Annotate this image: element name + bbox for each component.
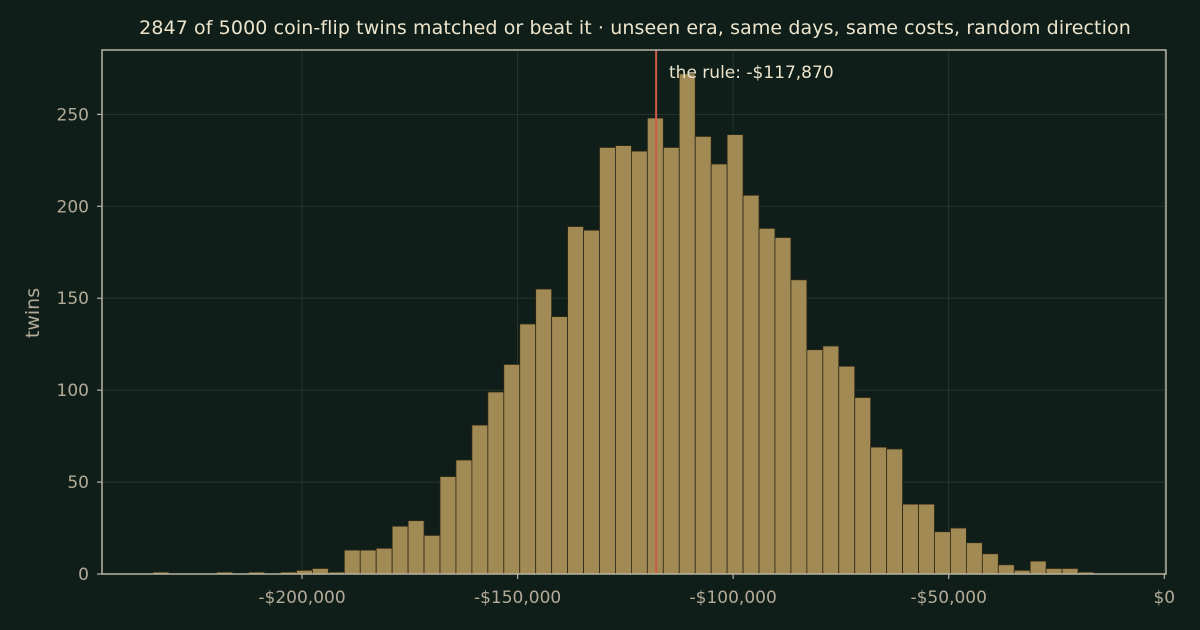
x-tick-label: -$150,000 <box>474 588 561 608</box>
y-axis-label: twins <box>22 287 44 339</box>
histogram-bar <box>407 520 425 575</box>
y-tick-label: 100 <box>57 381 89 401</box>
y-tick-label: 200 <box>57 197 89 217</box>
histogram-bar <box>678 73 696 575</box>
histogram-bar <box>902 503 919 575</box>
histogram-bar <box>981 553 999 575</box>
histogram-bar <box>694 136 712 575</box>
histogram-bar <box>519 323 537 575</box>
histogram-bar <box>710 163 728 575</box>
histogram-bar <box>343 549 361 575</box>
histogram-bar <box>838 365 856 575</box>
histogram-bar <box>471 424 489 575</box>
histogram-bar <box>455 459 473 575</box>
axes-frame <box>101 49 1167 575</box>
histogram-bar <box>758 227 776 575</box>
y-tick-label: 250 <box>57 105 89 125</box>
y-tick-label: 50 <box>67 473 89 493</box>
histogram-bar <box>599 147 616 575</box>
histogram-bar <box>1045 568 1063 575</box>
histogram-bar <box>551 316 569 575</box>
histogram-bar <box>662 147 680 575</box>
histogram-bar <box>391 525 409 575</box>
chart-title: 2847 of 5000 coin-flip twins matched or … <box>139 17 1131 39</box>
histogram-bar <box>375 547 393 575</box>
x-tick-label: -$100,000 <box>690 588 777 608</box>
histogram-bar <box>822 345 840 575</box>
histogram-bar <box>997 564 1015 575</box>
x-tick-label: -$50,000 <box>910 588 986 608</box>
histogram-bar <box>965 542 983 575</box>
histogram-bar <box>423 534 441 575</box>
histogram-bar <box>950 527 967 575</box>
histogram-bar <box>886 448 903 575</box>
histogram-bar <box>870 446 888 575</box>
histogram-bar <box>631 150 648 575</box>
histogram-bar <box>567 226 584 575</box>
histogram-bar <box>503 363 521 575</box>
histogram-bar <box>918 503 935 575</box>
y-tick-label: 0 <box>78 565 89 585</box>
x-tick-label: $0 <box>1153 588 1175 608</box>
histogram-bar <box>806 349 824 575</box>
y-tick-label: 150 <box>57 289 89 309</box>
x-tick-label: -$200,000 <box>258 588 345 608</box>
histogram-bar <box>615 145 632 575</box>
histogram-bar <box>359 549 377 575</box>
histogram-bar <box>854 397 872 575</box>
histogram-bar <box>774 237 792 575</box>
histogram-bar <box>583 229 600 575</box>
histogram-bar <box>934 531 951 575</box>
histogram-bar <box>439 476 457 575</box>
histogram-bar <box>487 391 505 575</box>
histogram-bar <box>1061 568 1079 575</box>
histogram-bar <box>535 288 553 575</box>
rule-annotation: the rule: -$117,870 <box>669 63 834 83</box>
histogram-bar <box>742 194 760 575</box>
histogram-bar <box>726 134 744 575</box>
histogram-bar <box>790 279 808 575</box>
histogram-bar <box>311 568 329 575</box>
histogram-bar <box>1029 560 1047 575</box>
